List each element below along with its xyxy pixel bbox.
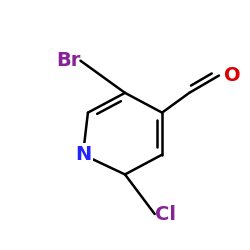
Text: Cl: Cl <box>155 204 176 224</box>
Text: O: O <box>224 66 240 85</box>
Text: N: N <box>75 145 91 164</box>
Text: Br: Br <box>56 51 80 70</box>
